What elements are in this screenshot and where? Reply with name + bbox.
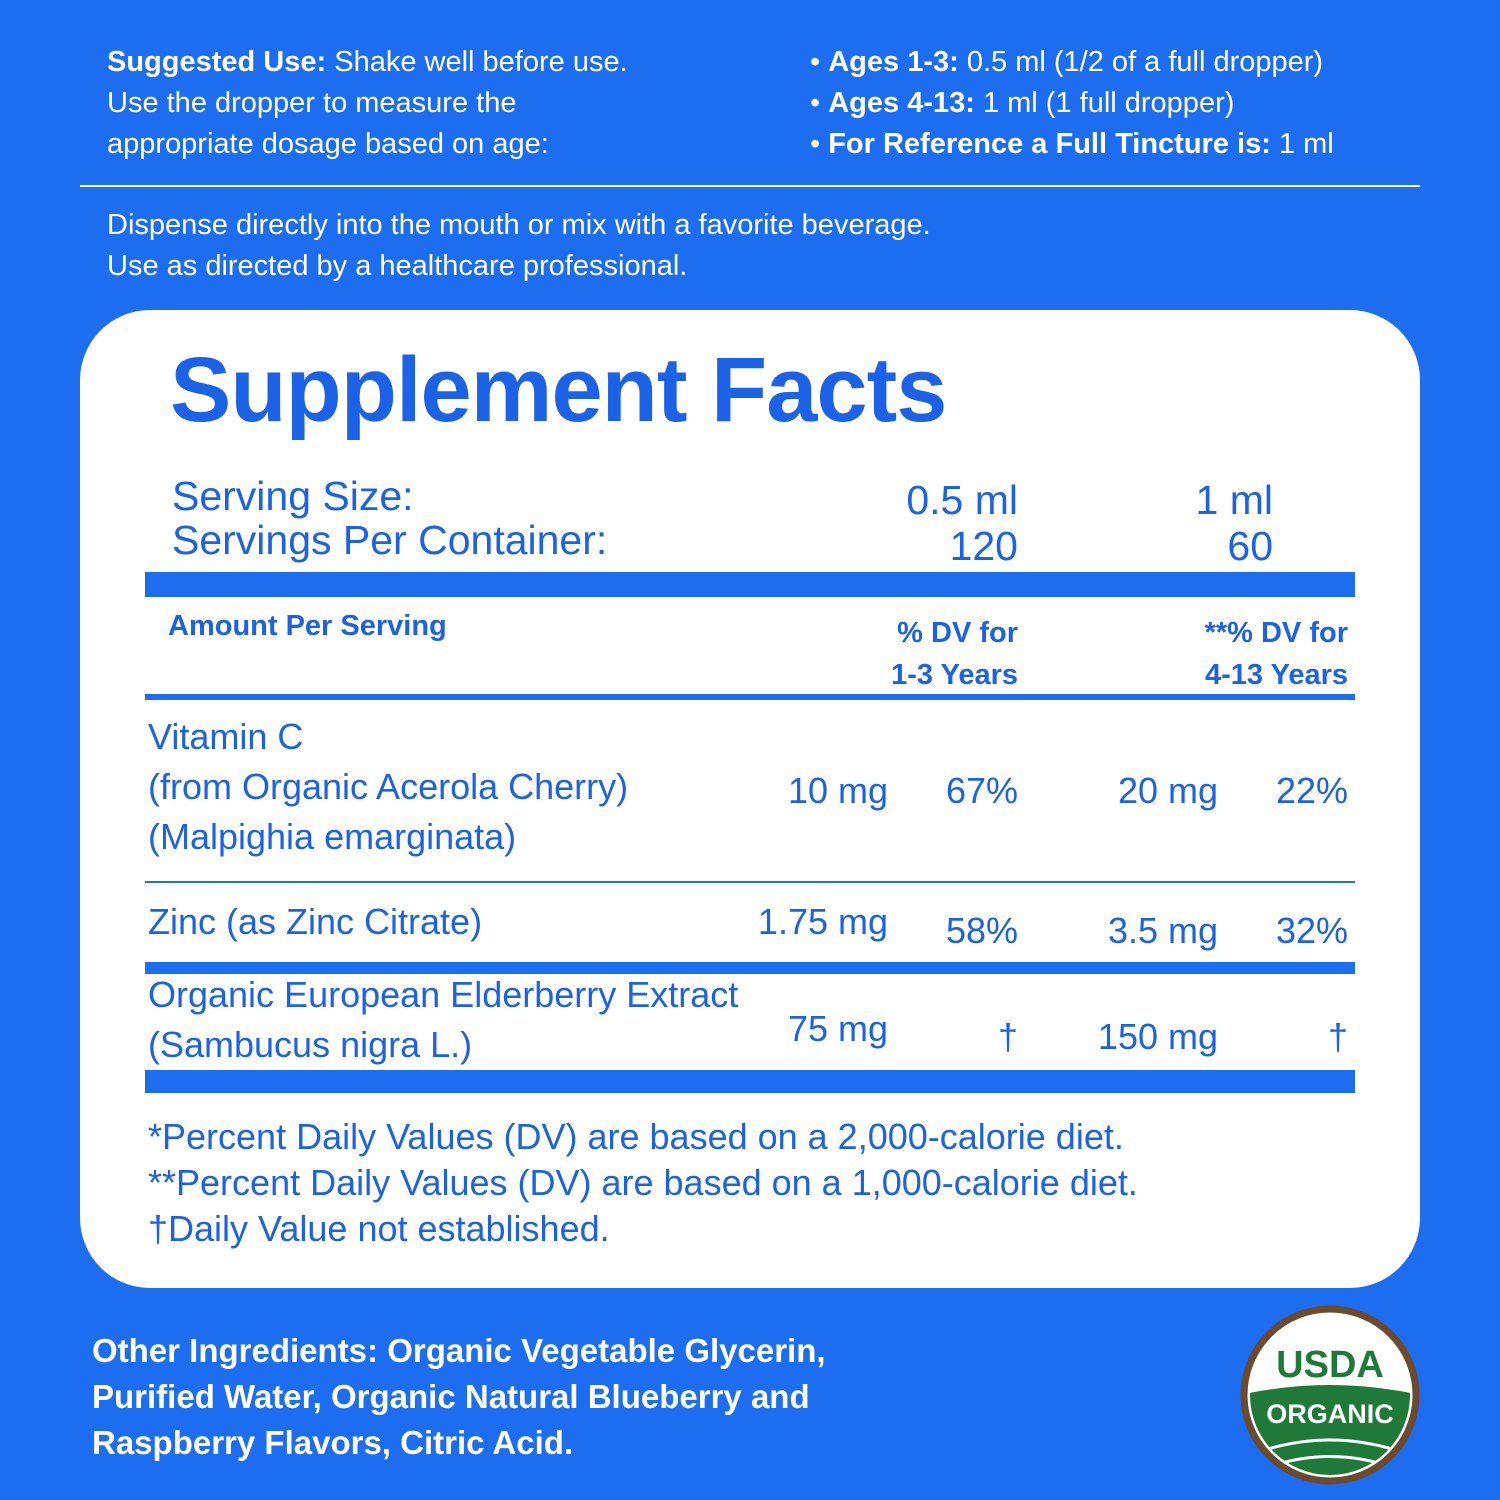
serving-size-value: 0.5 ml — [906, 477, 1018, 523]
dv-header: % DV for 1-3 Years — [891, 612, 1018, 696]
nutrient-name: Vitamin C (from Organic Acerola Cherry) … — [148, 712, 628, 862]
directions-line: Use as directed by a healthcare professi… — [107, 250, 688, 282]
usda-badge: USDA ORGANIC — [1240, 1305, 1420, 1485]
footnote: †Daily Value not established. — [148, 1208, 610, 1249]
directions-line: Dispense directly into the mouth or mix … — [107, 209, 931, 241]
nutrient-name-line: Organic European Elderberry Extract — [148, 974, 739, 1015]
dosage-text: 1 ml (1 full dropper) — [982, 87, 1235, 119]
dosage-label: Ages 1-3: — [828, 46, 959, 78]
nutrient-name: Organic European Elderberry Extract (Sam… — [148, 970, 738, 1070]
amount: 1.75 mg — [757, 901, 888, 942]
dv-header-line: 4-13 Years — [1205, 659, 1348, 691]
other-ingredients-text: Purified Water, Organic Natural Blueberr… — [92, 1378, 810, 1415]
facts-title: Supplement Facts — [170, 339, 947, 441]
dv-header: **% DV for 4-13 Years — [1205, 612, 1348, 696]
dv: 22% — [1275, 770, 1348, 811]
other-ingredients-text: Raspberry Flavors, Citric Acid. — [92, 1424, 574, 1461]
dosage-label: Ages 4-13: — [828, 87, 975, 119]
footnote: **Percent Daily Values (DV) are based on… — [148, 1162, 1138, 1203]
badge-top: USDA — [1276, 1344, 1384, 1386]
suggested-use-text: Shake well before use. — [334, 46, 628, 78]
dv-header-line: % DV for — [897, 617, 1018, 649]
serving-size-value: 1 ml — [1195, 477, 1273, 523]
badge-bottom: ORGANIC — [1266, 1399, 1394, 1429]
nutrient-name: Zinc (as Zinc Citrate) — [148, 897, 482, 947]
dv: † — [1327, 1016, 1348, 1057]
facts-card — [80, 310, 1420, 1288]
thick-rule — [145, 572, 1355, 597]
serving-size-label: Serving Size: — [172, 473, 414, 519]
rule — [145, 694, 1355, 700]
servings-label: Servings Per Container: — [172, 517, 608, 563]
dosage-list: • Ages 1-3: 0.5 ml (1/2 of a full droppe… — [810, 42, 1334, 165]
servings-value: 120 — [949, 523, 1018, 569]
suggested-use-text: appropriate dosage based on age: — [107, 128, 549, 160]
thick-rule — [145, 1070, 1355, 1093]
nutrient-name-line: (Sambucus nigra L.) — [148, 1024, 473, 1065]
dv: 67% — [945, 770, 1018, 811]
dosage-text: 0.5 ml (1/2 of a full dropper) — [966, 46, 1324, 78]
amount-header: Amount Per Serving — [168, 610, 447, 642]
amount: 75 mg — [787, 1008, 888, 1049]
dv-header-line: **% DV for — [1204, 617, 1348, 649]
dv-header-line: 1-3 Years — [891, 659, 1018, 691]
nutrient-name-line: (from Organic Acerola Cherry) — [148, 766, 629, 807]
nutrient-name-line: Zinc (as Zinc Citrate) — [148, 901, 483, 942]
rule — [145, 962, 1355, 974]
dosage-text: 1 ml — [1278, 128, 1334, 160]
other-ingredients-text: Organic Vegetable Glycerin, — [378, 1332, 826, 1369]
directions: Dispense directly into the mouth or mix … — [107, 205, 931, 287]
thin-rule — [145, 881, 1355, 883]
dosage-item: • Ages 1-3: 0.5 ml (1/2 of a full droppe… — [810, 46, 1324, 78]
dv: 58% — [945, 910, 1018, 951]
amount: 20 mg — [1117, 770, 1218, 811]
dv: 32% — [1275, 910, 1348, 951]
nutrient-name-line: Vitamin C — [148, 716, 304, 757]
dosage-label: For Reference a Full Tincture is: — [828, 128, 1271, 160]
suggested-use: Suggested Use: Shake well before use. Us… — [107, 42, 628, 165]
divider — [80, 185, 1420, 187]
other-ingredients: Other Ingredients: Organic Vegetable Gly… — [92, 1328, 826, 1466]
dv: † — [997, 1016, 1018, 1057]
footnotes: *Percent Daily Values (DV) are based on … — [148, 1114, 1138, 1252]
dosage-item: • For Reference a Full Tincture is: 1 ml — [810, 128, 1334, 160]
suggested-use-text: Use the dropper to measure the — [107, 87, 517, 119]
nutrient-name-line: (Malpighia emarginata) — [148, 816, 517, 857]
suggested-use-label: Suggested Use: — [107, 46, 327, 78]
other-ingredients-label: Other Ingredients: — [92, 1332, 379, 1369]
dosage-item: • Ages 4-13: 1 ml (1 full dropper) — [810, 87, 1235, 119]
amount: 150 mg — [1097, 1016, 1218, 1057]
footnote: *Percent Daily Values (DV) are based on … — [148, 1116, 1124, 1157]
amount: 10 mg — [787, 770, 888, 811]
servings-value: 60 — [1227, 523, 1273, 569]
amount: 3.5 mg — [1107, 910, 1218, 951]
